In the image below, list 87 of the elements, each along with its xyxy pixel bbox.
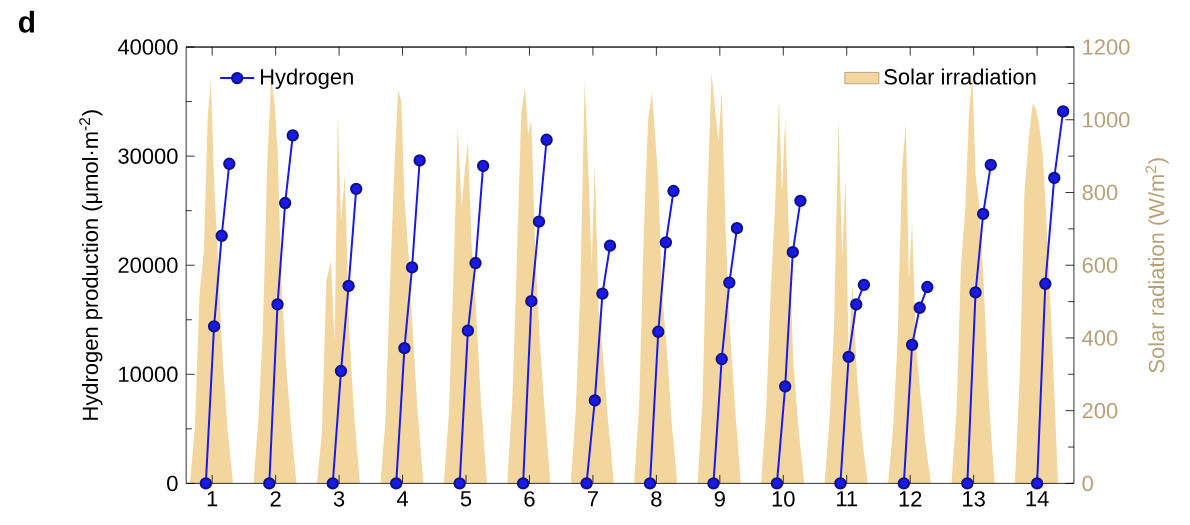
point [786, 245, 799, 259]
point [707, 477, 720, 490]
point [842, 350, 855, 363]
point [897, 477, 911, 490]
point [326, 477, 339, 490]
point [516, 477, 530, 490]
point [207, 319, 221, 333]
point [398, 341, 411, 355]
point [961, 477, 974, 490]
x-tick-label: 3 [333, 490, 345, 507]
point [850, 298, 863, 311]
point [278, 196, 292, 209]
x-tick-label: 2 [270, 490, 281, 507]
point [834, 477, 847, 490]
point [469, 256, 482, 269]
point [286, 129, 299, 142]
y2-tick-label: 1000 [1083, 111, 1130, 128]
point [596, 287, 609, 300]
y2-tick-label: 1200 [1083, 39, 1130, 55]
point [580, 477, 593, 490]
point [215, 229, 228, 242]
y2-tick-label: 0 [1082, 475, 1093, 491]
point [588, 394, 601, 407]
point [540, 133, 553, 146]
y-tick-label: 20000 [118, 257, 178, 273]
point [643, 477, 657, 490]
x-tick-label: 11 [837, 490, 858, 506]
y-tick-label: 30000 [118, 148, 178, 164]
y2-axis-title: Solar radiation (W/m$^{2}$) [1145, 157, 1169, 373]
x-tick-label: 9 [714, 490, 725, 507]
point [263, 477, 276, 490]
text: d [18, 10, 35, 33]
point [984, 158, 997, 171]
point [271, 298, 284, 311]
point [857, 278, 871, 291]
x-tick-label: 7 [587, 490, 598, 506]
point [532, 215, 546, 228]
point [715, 352, 728, 366]
point [905, 338, 919, 351]
x-tick-label: 4 [396, 490, 408, 506]
legend-label: Solar irradiation [884, 68, 1036, 85]
point [461, 324, 475, 337]
point [1039, 277, 1052, 290]
x-tick-label: 6 [524, 490, 535, 507]
y2-tick-label: 400 [1082, 329, 1118, 346]
x-tick-label: 12 [899, 490, 922, 507]
point [350, 182, 363, 195]
point [405, 261, 419, 274]
y-axis-title: Hydrogen production (μmol·m$^{-2}$) [79, 110, 103, 420]
point [1056, 104, 1070, 118]
point [342, 279, 355, 292]
point [921, 280, 934, 293]
point [913, 301, 926, 314]
x-tick-label: 5 [460, 490, 472, 507]
point [223, 157, 236, 170]
point [390, 477, 403, 490]
y-tick-label: 10000 [119, 366, 178, 382]
x-tick-label: 8 [651, 490, 662, 507]
y2-tick-label: 800 [1082, 184, 1118, 201]
legend-label: Hydrogen [261, 68, 353, 89]
point [1048, 171, 1061, 184]
y-tick-label: 0 [167, 475, 178, 491]
point [652, 325, 665, 338]
point [969, 286, 982, 299]
point [976, 207, 990, 220]
point [659, 235, 673, 249]
point [453, 477, 466, 490]
y2-tick-label: 600 [1082, 257, 1118, 273]
x-tick-label: 1 [207, 490, 218, 506]
point [334, 364, 348, 378]
point [723, 276, 736, 289]
point [476, 159, 490, 172]
point [794, 194, 807, 207]
point [779, 379, 792, 393]
point [525, 294, 538, 308]
x-tick-label: 14 [1026, 490, 1049, 506]
point [199, 477, 213, 490]
point [603, 239, 617, 252]
point [413, 154, 426, 167]
x-tick-label: 10 [772, 490, 795, 507]
y2-tick-label: 200 [1082, 402, 1118, 419]
point [730, 221, 744, 235]
point [667, 184, 680, 198]
y-tick-label: 40000 [117, 39, 178, 55]
point [770, 477, 784, 490]
point [1030, 477, 1044, 490]
x-tick-label: 13 [963, 490, 985, 507]
